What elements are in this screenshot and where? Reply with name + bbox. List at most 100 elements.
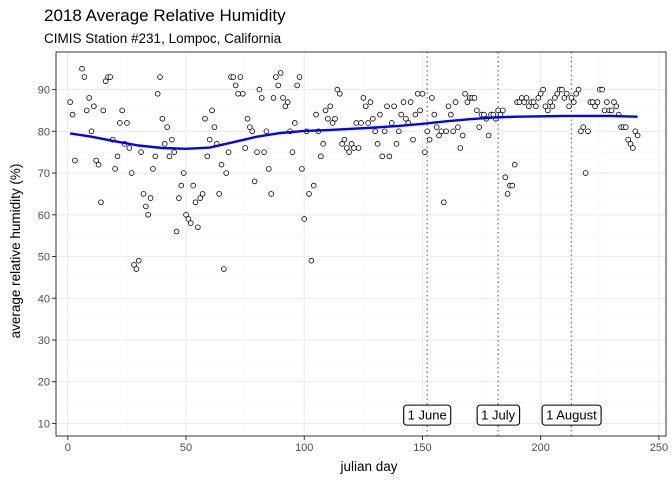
data-point bbox=[145, 211, 152, 218]
data-point bbox=[133, 266, 140, 272]
y-tick-label: 30 bbox=[38, 335, 50, 347]
data-point bbox=[521, 99, 527, 105]
data-point bbox=[502, 174, 509, 181]
grid bbox=[56, 52, 666, 436]
data-point bbox=[431, 111, 438, 118]
data-point bbox=[367, 99, 374, 105]
data-point bbox=[509, 182, 516, 189]
data-point bbox=[407, 99, 414, 105]
data-point bbox=[83, 107, 90, 114]
data-point bbox=[95, 161, 102, 168]
data-point bbox=[410, 136, 416, 143]
data-point bbox=[530, 99, 537, 105]
data-point bbox=[79, 65, 85, 72]
data-point bbox=[98, 199, 104, 206]
data-point bbox=[632, 128, 639, 135]
x-tick-label: 150 bbox=[413, 442, 431, 454]
data-point bbox=[299, 166, 305, 172]
data-point bbox=[351, 145, 357, 151]
data-point bbox=[429, 95, 435, 101]
x-tick-label: 200 bbox=[532, 442, 550, 454]
data-point bbox=[559, 86, 565, 93]
y-tick-label: 10 bbox=[38, 418, 50, 430]
data-point bbox=[500, 107, 506, 114]
data-point bbox=[225, 149, 232, 155]
data-point bbox=[400, 99, 407, 105]
data-point bbox=[419, 90, 426, 97]
data-point bbox=[119, 107, 126, 114]
data-point bbox=[533, 103, 539, 110]
data-point bbox=[578, 128, 584, 135]
data-point bbox=[235, 90, 241, 97]
data-point bbox=[384, 103, 390, 110]
data-point bbox=[336, 90, 343, 97]
data-point bbox=[176, 195, 182, 201]
data-point bbox=[346, 149, 352, 155]
data-point bbox=[322, 107, 329, 114]
data-point bbox=[86, 95, 92, 101]
data-point bbox=[575, 86, 582, 93]
data-point bbox=[393, 141, 400, 147]
data-point bbox=[386, 153, 393, 160]
data-point bbox=[379, 153, 386, 160]
data-point bbox=[348, 141, 355, 147]
data-point bbox=[535, 95, 542, 101]
data-point bbox=[360, 95, 367, 101]
data-point bbox=[178, 182, 185, 189]
data-point bbox=[313, 111, 319, 118]
data-point bbox=[457, 145, 464, 151]
date-annotation: 1 July bbox=[476, 404, 521, 426]
data-point bbox=[211, 124, 218, 130]
data-point bbox=[613, 103, 620, 110]
data-point bbox=[190, 182, 196, 189]
data-point bbox=[173, 228, 180, 235]
data-point bbox=[414, 90, 421, 97]
data-point bbox=[341, 136, 348, 143]
data-point bbox=[462, 90, 468, 97]
data-point bbox=[180, 170, 187, 176]
data-point bbox=[280, 95, 286, 101]
data-point bbox=[396, 128, 402, 135]
data-point bbox=[294, 82, 300, 89]
data-point bbox=[594, 99, 601, 105]
data-point bbox=[438, 128, 445, 135]
data-point bbox=[282, 103, 289, 110]
data-point bbox=[154, 90, 161, 97]
data-point bbox=[192, 199, 199, 206]
data-point bbox=[199, 191, 206, 197]
x-tick-label: 100 bbox=[295, 442, 313, 454]
data-point bbox=[570, 99, 577, 105]
data-point bbox=[140, 191, 147, 197]
data-point bbox=[91, 103, 97, 110]
data-point bbox=[197, 195, 204, 201]
data-point bbox=[239, 90, 246, 97]
data-point bbox=[540, 86, 546, 93]
data-point bbox=[268, 191, 274, 197]
data-point bbox=[318, 153, 324, 160]
data-point bbox=[128, 170, 135, 176]
data-point bbox=[256, 86, 263, 93]
data-point bbox=[202, 115, 208, 122]
data-point bbox=[169, 136, 175, 143]
data-point bbox=[604, 99, 610, 105]
data-point bbox=[112, 166, 118, 172]
data-point bbox=[339, 141, 345, 147]
data-point bbox=[563, 90, 570, 97]
data-point bbox=[152, 153, 159, 160]
y-tick-label: 40 bbox=[38, 293, 50, 305]
data-point bbox=[511, 161, 518, 168]
data-point bbox=[370, 115, 376, 122]
data-point bbox=[329, 120, 336, 126]
data-point bbox=[504, 191, 511, 197]
data-point bbox=[270, 95, 277, 101]
y-tick-label: 60 bbox=[38, 210, 50, 222]
data-point bbox=[440, 199, 447, 206]
data-point bbox=[585, 128, 591, 135]
data-point bbox=[247, 124, 253, 130]
annotation-box bbox=[541, 404, 602, 426]
data-point bbox=[355, 145, 362, 151]
data-point bbox=[372, 128, 378, 135]
data-point bbox=[549, 103, 556, 110]
data-point bbox=[126, 145, 133, 151]
